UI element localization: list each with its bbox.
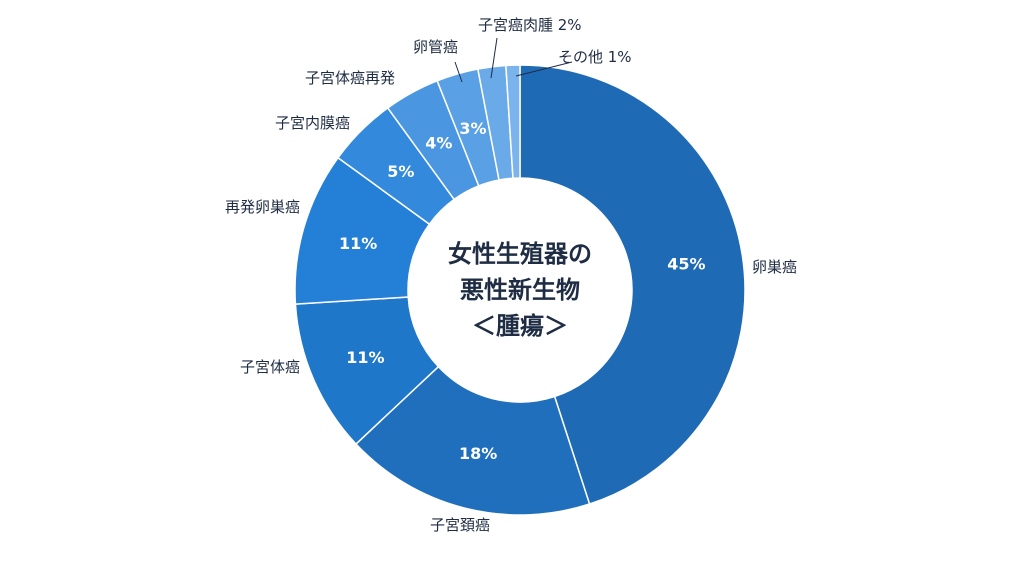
center-title-line-2: 悪性新生物 (460, 276, 580, 304)
slice-category-label-3: 子宮体癌 (240, 358, 300, 376)
leader-line-7 (454, 61, 463, 83)
slice-category-label-2: 子宮頚癌 (430, 516, 490, 534)
slice-category-label-9: その他 1% (558, 48, 632, 66)
center-title-line-1: 女性生殖器の (448, 240, 592, 268)
slice-value-label-7: 3% (459, 119, 486, 138)
slice-category-label-5: 子宮内膜癌 (275, 114, 350, 132)
slice-category-label-8: 子宮癌肉腫 2% (478, 16, 582, 34)
slice-category-label-7: 卵管癌 (413, 38, 458, 56)
leader-line-9 (515, 61, 573, 77)
slice-value-label-1: 45% (667, 255, 705, 274)
center-title-line-3: ＜腫瘍＞ (472, 312, 568, 340)
slice-value-label-3: 11% (346, 348, 384, 367)
slice-value-label-4: 11% (339, 234, 377, 253)
slice-category-label-1: 卵巣癌 (752, 258, 797, 276)
leader-line-8 (490, 37, 498, 79)
slice-category-label-4: 再発卵巣癌 (225, 198, 300, 216)
slice-value-label-5: 5% (387, 162, 414, 181)
slice-category-label-6: 子宮体癌再発 (305, 69, 395, 87)
donut-hole (408, 178, 632, 402)
slice-value-label-6: 4% (425, 133, 452, 152)
slice-value-label-2: 18% (459, 444, 497, 463)
